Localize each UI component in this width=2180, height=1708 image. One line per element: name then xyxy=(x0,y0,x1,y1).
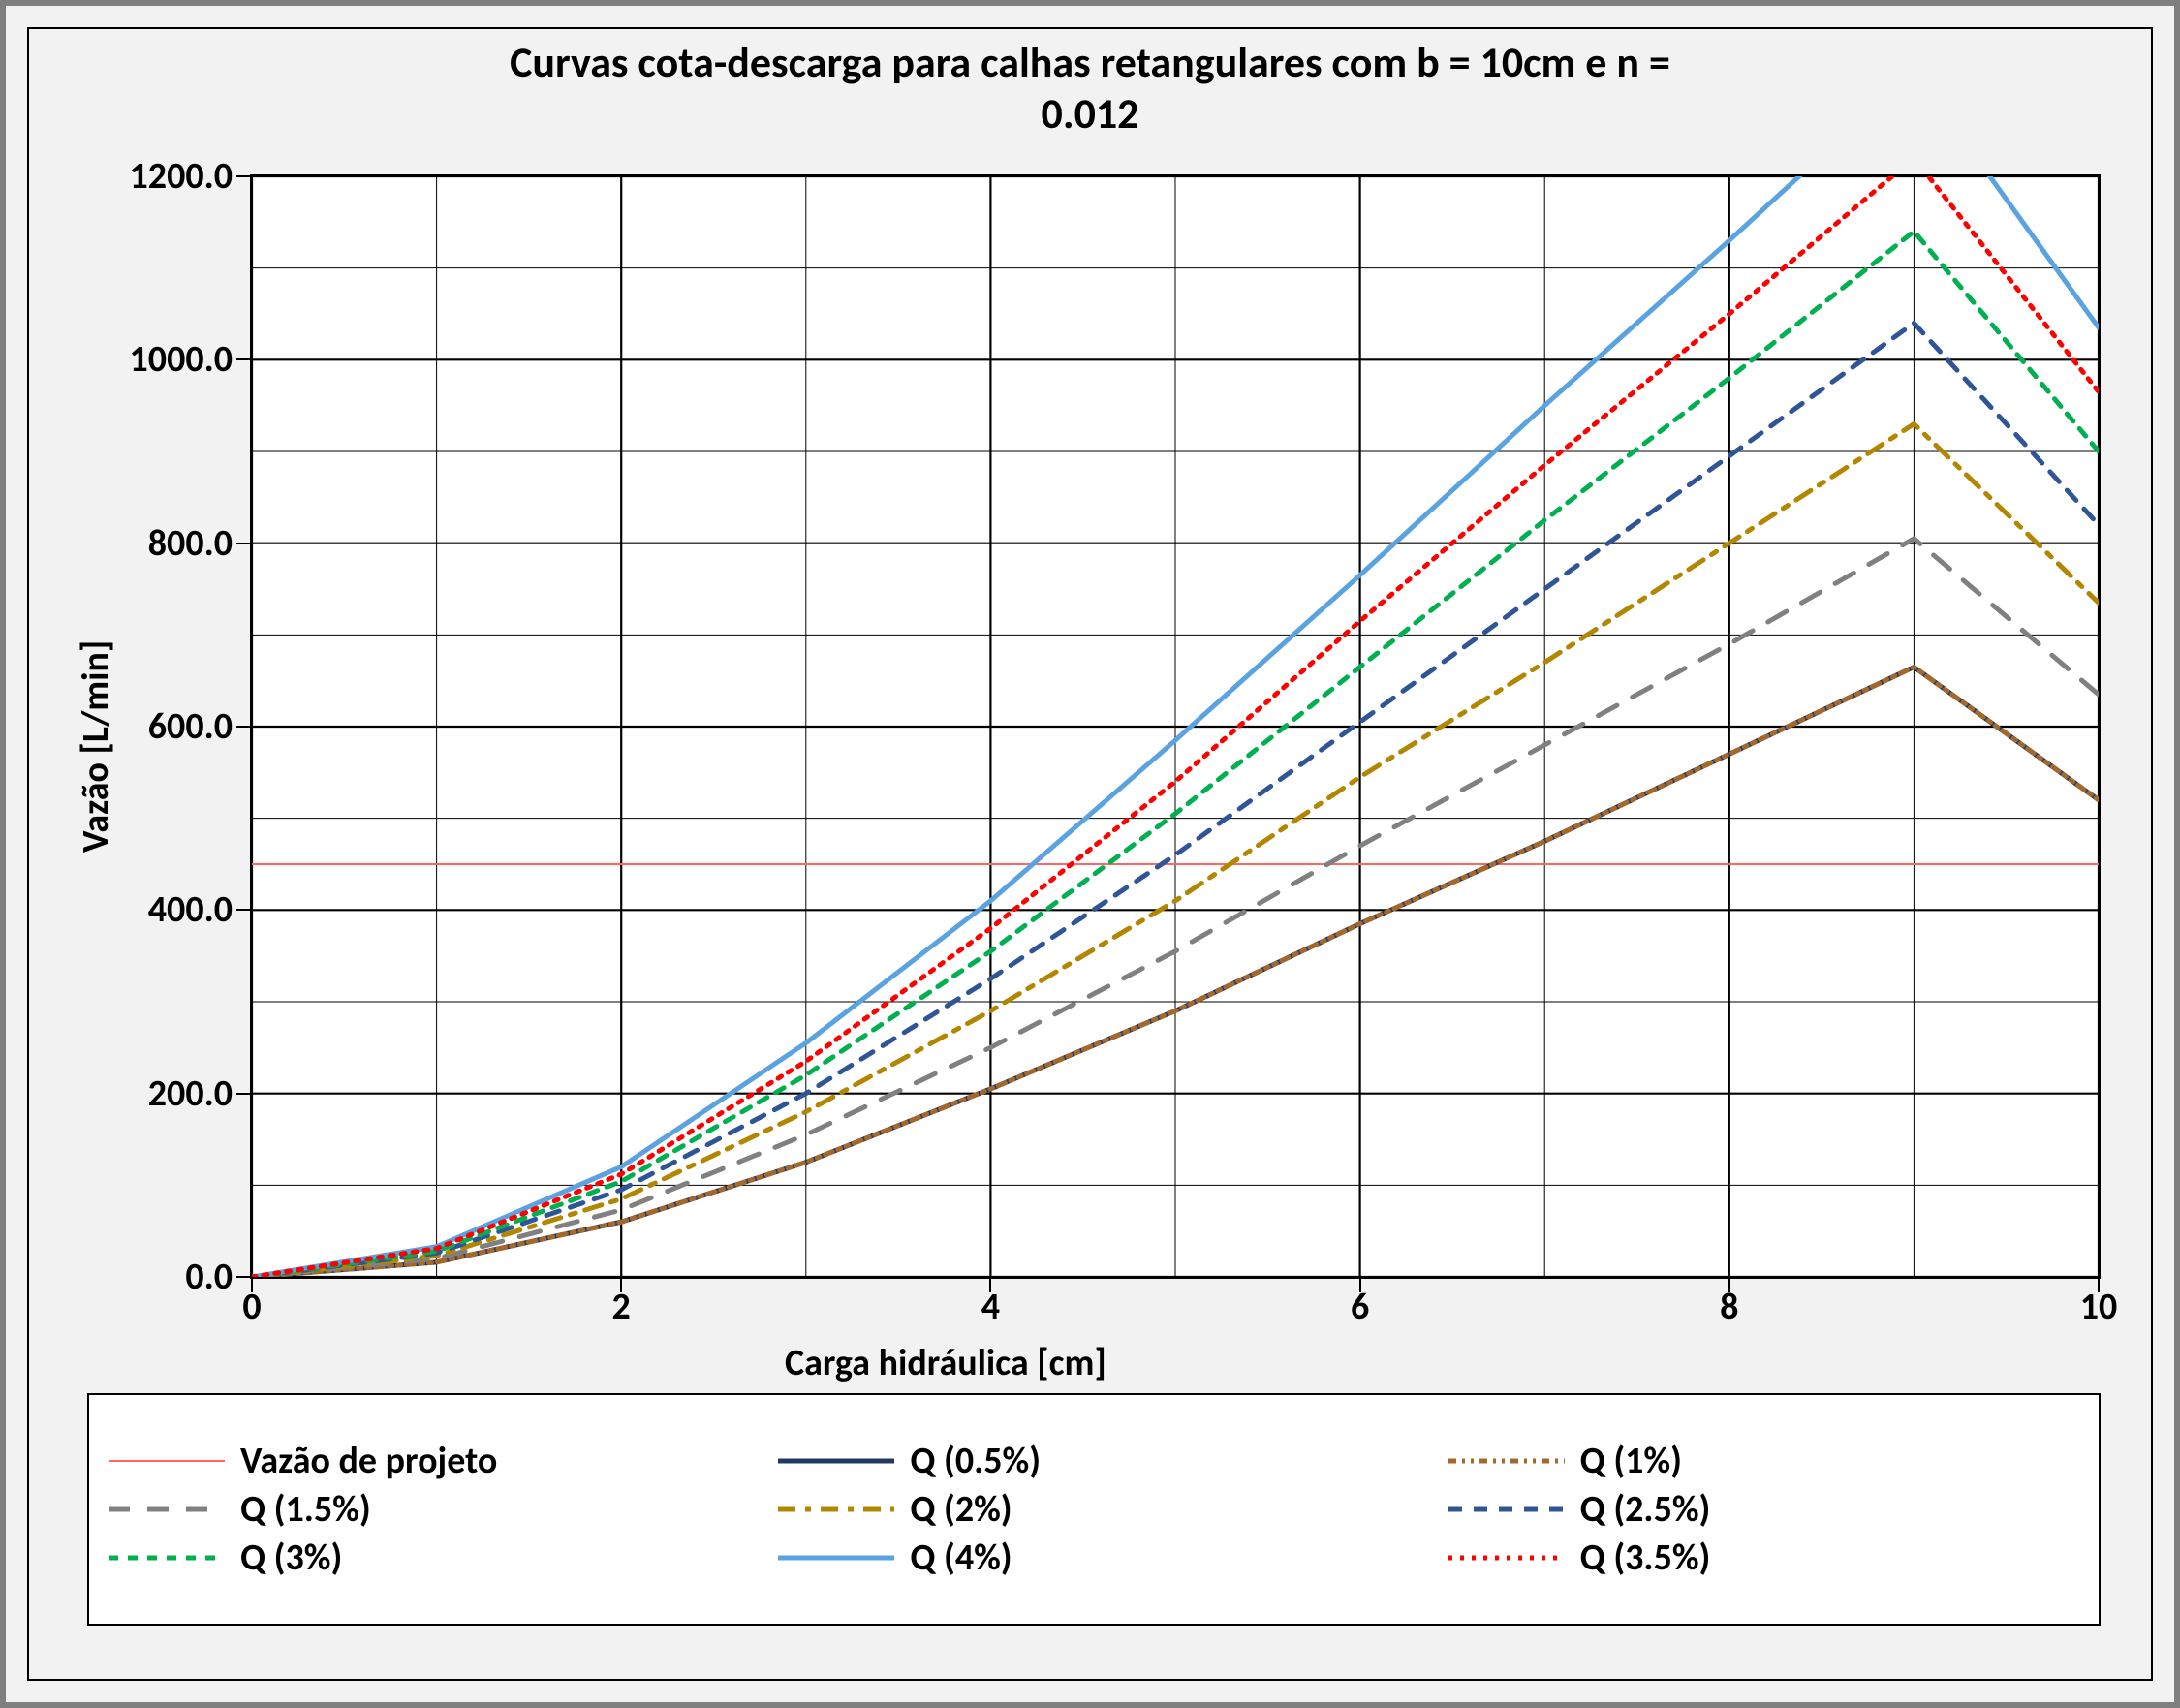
y-tick-label: 200.0 xyxy=(87,1071,233,1116)
y-tick-mark xyxy=(236,909,250,911)
legend-swatch xyxy=(1448,1490,1565,1529)
chart-inner-frame: Curvas cota-descarga para calhas retangu… xyxy=(27,27,2153,1681)
legend-swatch xyxy=(778,1538,894,1577)
y-tick-label: 800.0 xyxy=(87,521,233,566)
legend-swatch xyxy=(778,1442,894,1480)
legend-label: Q (0.5%) xyxy=(910,1439,1041,1483)
chart-outer-frame: Curvas cota-descarga para calhas retangu… xyxy=(0,0,2180,1708)
legend-label: Q (2.5%) xyxy=(1580,1487,1711,1532)
plot-svg xyxy=(252,176,2099,1277)
x-tick-mark xyxy=(620,1279,622,1292)
legend-label: Q (3%) xyxy=(240,1536,342,1580)
y-tick-label: 0.0 xyxy=(87,1255,233,1299)
y-tick-label: 400.0 xyxy=(87,887,233,932)
x-tick-mark xyxy=(989,1279,991,1292)
y-tick-mark xyxy=(236,1093,250,1095)
y-tick-mark xyxy=(236,175,250,177)
chart-title: Curvas cota-descarga para calhas retangu… xyxy=(29,29,2151,140)
legend-label: Q (2%) xyxy=(910,1487,1012,1532)
legend-item: Q (1%) xyxy=(1429,1437,2099,1485)
y-tick-mark xyxy=(236,543,250,544)
legend-swatch xyxy=(778,1490,894,1529)
y-tick-mark xyxy=(236,1276,250,1278)
x-tick-mark xyxy=(2098,1279,2100,1292)
legend-item: Vazão de projeto xyxy=(89,1437,759,1485)
legend-item: Q (1.5%) xyxy=(89,1485,759,1534)
chart-title-line1: Curvas cota-descarga para calhas retangu… xyxy=(29,37,2151,88)
legend-item: Q (3%) xyxy=(89,1534,759,1582)
x-tick-mark xyxy=(1728,1279,1730,1292)
legend-item: Q (4%) xyxy=(759,1534,1428,1582)
y-tick-mark xyxy=(236,726,250,728)
legend-swatch xyxy=(109,1538,225,1577)
legend-swatch xyxy=(1448,1442,1565,1480)
x-axis-label: Carga hidráulica [cm] xyxy=(785,1341,1106,1385)
y-tick-label: 1000.0 xyxy=(87,337,233,382)
chart-title-line2: 0.012 xyxy=(29,88,2151,140)
y-tick-label: 1200.0 xyxy=(87,154,233,199)
legend-label: Q (4%) xyxy=(910,1536,1012,1580)
legend-item: Q (2%) xyxy=(759,1485,1428,1534)
y-tick-label: 600.0 xyxy=(87,704,233,749)
legend-label: Q (3.5%) xyxy=(1580,1536,1711,1580)
y-tick-mark xyxy=(236,358,250,360)
plot-area xyxy=(250,174,2101,1279)
legend: Vazão de projetoQ (0.5%)Q (1%)Q (1.5%)Q … xyxy=(87,1393,2101,1626)
x-tick-mark xyxy=(1359,1279,1361,1292)
legend-swatch xyxy=(1448,1538,1565,1577)
legend-item: Q (2.5%) xyxy=(1429,1485,2099,1534)
legend-swatch xyxy=(109,1442,225,1480)
legend-item: Q (3.5%) xyxy=(1429,1534,2099,1582)
legend-label: Vazão de projeto xyxy=(240,1439,497,1483)
legend-label: Q (1%) xyxy=(1580,1439,1682,1483)
legend-swatch xyxy=(109,1490,225,1529)
x-tick-mark xyxy=(251,1279,253,1292)
legend-label: Q (1.5%) xyxy=(240,1487,371,1532)
legend-item: Q (0.5%) xyxy=(759,1437,1428,1485)
